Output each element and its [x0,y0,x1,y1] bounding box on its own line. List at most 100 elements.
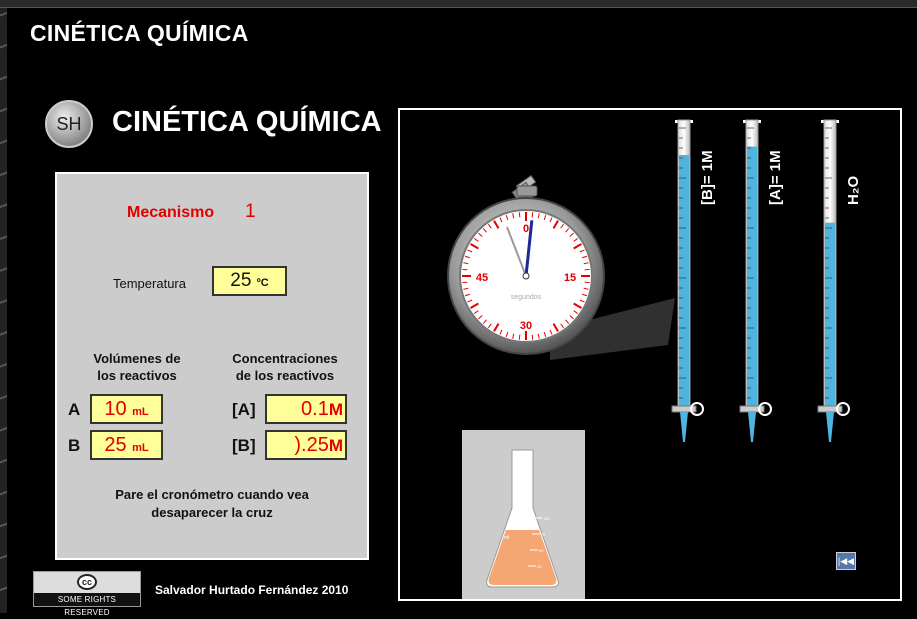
burette-2[interactable]: [A]= 1M [739,119,784,442]
volume-b-input[interactable]: 25 mL [90,430,163,460]
volumes-header-line1: Volúmenes de [93,351,181,366]
dial-tick [464,255,471,259]
burette-3[interactable]: H₂O [817,119,862,442]
dial-tick [470,302,479,309]
dial-tick [565,228,570,233]
conc-b-label: [B] [232,436,256,455]
volume-b-letter: B [68,436,81,455]
dial-tick [462,281,468,284]
dial-tick [560,223,565,229]
dial-tick [482,319,487,324]
dial-tick [584,268,590,271]
dial-tick [473,237,479,242]
conc-a-input[interactable]: 0.1M [265,394,347,424]
dial-unit-label: segundos [511,294,542,301]
dial-tick [493,323,500,332]
dial-tick [463,287,469,290]
stopwatch-hand-blue[interactable] [524,220,534,277]
stopwatch-ticks [462,212,590,340]
dial-tick [579,299,585,303]
volume-b-value: 25 [104,434,127,456]
dial-tick [493,220,500,229]
burette-tip [748,412,756,442]
dial-tick [499,217,503,223]
rewind-button[interactable]: |◀◀ [836,552,856,570]
dial-tick [543,214,547,221]
dial-tick [552,323,559,332]
mechanism-label: Mecanismo [127,204,215,221]
dial-tick [581,293,588,297]
concentrations-header-line2: de los reactivos [235,368,335,383]
dial-tick [569,315,574,320]
instructions-line2: desaparecer la cruz [151,505,273,520]
dial-tick [583,287,589,290]
controls-panel: Mecanismo 1 Temperatura 25 ºC Volúmenes … [55,172,369,560]
dial-tick [549,329,553,335]
burette-tip [826,412,834,442]
temperature-unit: ºC [256,277,269,289]
volume-a-letter: A [68,400,81,419]
burette-tip [680,412,688,442]
conc-a-label: [A] [232,400,256,419]
concentrations-header-line1: Concentraciones [232,351,338,366]
left-edge-decoration [0,8,7,613]
conc-b-input[interactable]: ).25M [265,430,347,460]
dial-tick [531,212,534,218]
stopwatch-top-button[interactable] [516,185,538,197]
logo-text: SH [56,113,82,134]
cc-license-badge[interactable]: cc SOME RIGHTS RESERVED [33,571,141,617]
volume-a-input[interactable]: 10 mL [90,394,163,424]
dial-tick [573,237,579,242]
dial-tick [478,232,483,237]
mechanism-value[interactable]: 1 [245,201,256,222]
dial-label-45: 45 [476,272,488,284]
stopwatch-hand-grey [506,226,527,277]
burettes-group: [B]= 1M [A]= 1M H₂O [671,119,862,442]
burette-1[interactable]: [B]= 1M [671,119,716,442]
flask-graduation-label: 75 [541,532,546,537]
page-title: CINÉTICA QUÍMICA [30,20,249,46]
flask-side-label: ml [504,535,509,541]
burette-liquid [747,146,757,406]
dial-tick [518,334,521,340]
flask-liquid [488,530,557,585]
simulation-area: 0 15 30 45 segundos [B]= 1M [A]= 1M H₂O 10… [398,108,902,601]
dial-tick [531,334,534,340]
dial-tick [512,333,515,339]
flask-graduation-label: 100 [543,516,550,521]
volume-a-value: 10 [104,398,127,420]
instructions-line1: Pare el cronómetro cuando vea [115,487,309,502]
burette-stopcock-handle [836,402,850,416]
dial-tick [518,212,521,218]
temperature-label: Temperatura [113,276,186,291]
dial-tick [487,323,492,329]
volume-b-unit: mL [132,442,149,454]
dial-tick [543,331,547,338]
dial-tick [573,310,579,315]
dial-tick [463,262,469,265]
dial-tick [470,243,479,250]
conc-a-unit: M [328,400,343,419]
dial-tick [579,249,585,253]
dial-tick [499,329,503,335]
dial-tick [473,310,479,315]
conc-b-value: ).25 [294,434,329,456]
burette-label: H₂O [845,176,862,205]
cc-icon: cc [77,574,97,590]
temperature-input[interactable]: 25 ºC [212,266,287,296]
conc-b-unit: M [328,436,343,455]
stopwatch-pivot [522,272,530,280]
dial-tick [482,228,487,233]
conc-a-value: 0.1 [301,398,329,420]
dial-tick [487,223,492,229]
burette-label: [B]= 1M [699,150,716,205]
volume-a-unit: mL [132,406,149,418]
dial-tick [505,214,509,221]
dial-label-15: 15 [564,272,576,284]
dial-tick [573,243,582,250]
burette-stopcock-handle [758,402,772,416]
dial-tick [467,299,473,303]
dial-tick [552,220,559,229]
concentrations-header: Concentraciones de los reactivos [215,350,355,384]
dial-tick [467,249,473,253]
